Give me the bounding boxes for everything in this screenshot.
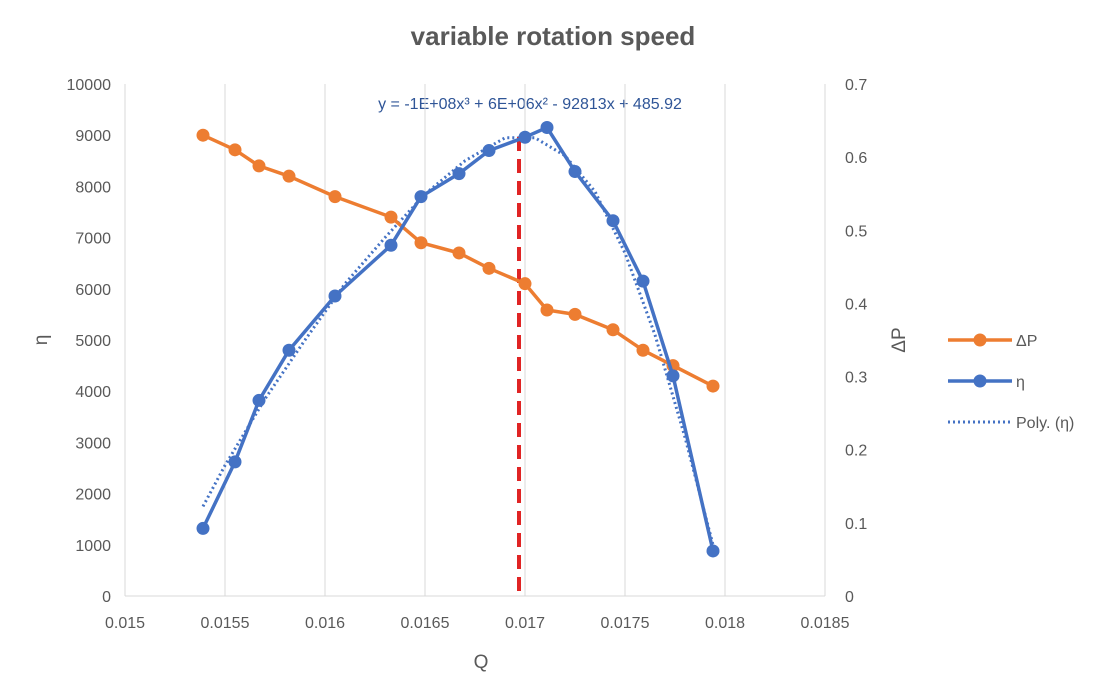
data-point-delta-p [636, 343, 650, 357]
trendline-eta [201, 136, 715, 546]
data-point-delta-p [482, 261, 496, 275]
y-left-tick-label: 1000 [75, 538, 111, 555]
data-point-delta-p [414, 236, 428, 250]
series-layer [196, 121, 720, 558]
y-left-tick-label: 0 [102, 589, 111, 606]
data-point-delta-p [706, 379, 720, 393]
y-right-tick-label: 0.7 [845, 77, 867, 94]
data-point-eta [706, 544, 720, 558]
series-line-eta [201, 125, 715, 552]
legend-marker-delta-p [973, 333, 987, 347]
data-point-delta-p [282, 169, 296, 183]
y-left-axis-label: η [31, 335, 52, 346]
data-point-delta-p [196, 128, 210, 142]
data-point-eta [252, 393, 266, 407]
y-left-tick-label: 6000 [75, 282, 111, 299]
chart-title: variable rotation speed [411, 21, 696, 51]
data-point-eta [636, 274, 650, 288]
data-point-delta-p [452, 246, 466, 260]
x-axis-label: Q [474, 652, 489, 673]
trendline-layer [201, 136, 715, 546]
y-right-tick-label: 0.3 [845, 370, 867, 387]
data-point-delta-p [384, 210, 398, 224]
data-point-delta-p [252, 159, 266, 173]
data-point-eta [384, 238, 398, 252]
legend-label-poly-eta: Poly. (η) [1016, 415, 1074, 432]
data-point-delta-p [328, 190, 342, 204]
x-tick-label: 0.015 [105, 615, 145, 632]
data-point-eta [568, 165, 582, 179]
data-point-eta [196, 521, 210, 535]
data-point-eta [482, 144, 496, 158]
legend-marker-eta [973, 374, 987, 388]
y-left-tick-label: 3000 [75, 435, 111, 452]
y-right-tick-label: 0.4 [845, 296, 867, 313]
data-point-delta-p [540, 303, 554, 317]
y-left-tick-label: 8000 [75, 179, 111, 196]
data-point-eta [666, 369, 680, 383]
data-point-eta [540, 121, 554, 135]
x-tick-label: 0.0165 [401, 615, 450, 632]
data-point-delta-p [518, 277, 532, 291]
y-right-tick-label: 0.6 [845, 150, 867, 167]
trendline-equation: y = -1E+08x³ + 6E+06x² - 92813x + 485.92 [378, 96, 682, 113]
data-point-delta-p [228, 143, 242, 157]
x-tick-label: 0.018 [705, 615, 745, 632]
y-left-tick-label: 10000 [67, 77, 112, 94]
y-right-tick-label: 0.1 [845, 516, 867, 533]
legend-label-delta-p: ΔP [1016, 333, 1037, 350]
x-tick-label: 0.0185 [801, 615, 850, 632]
series-line-delta-p [202, 133, 714, 388]
y-left-tick-label: 4000 [75, 384, 111, 401]
y-left-tick-label: 9000 [75, 128, 111, 145]
x-tick-label: 0.0175 [601, 615, 650, 632]
data-point-delta-p [568, 307, 582, 321]
y-right-tick-label: 0 [845, 589, 854, 606]
x-tick-label: 0.0155 [201, 615, 250, 632]
data-point-eta [414, 190, 428, 204]
y-right-axis-label: ΔP [889, 327, 910, 352]
legend-label-eta: η [1016, 374, 1025, 391]
legend: ΔP η Poly. (η) [948, 333, 1074, 432]
data-point-eta [518, 130, 532, 144]
data-point-eta [282, 343, 296, 357]
data-point-eta [606, 214, 620, 228]
y-left-tick-label: 2000 [75, 487, 111, 504]
y-right-tick-label: 0.5 [845, 223, 867, 240]
y-left-tick-label: 7000 [75, 231, 111, 248]
data-point-eta [452, 167, 466, 181]
y-right-tick-label: 0.2 [845, 443, 867, 460]
x-tick-label: 0.017 [505, 615, 545, 632]
data-point-eta [328, 289, 342, 303]
axes: 0.015 0.0155 0.016 0.0165 0.017 0.0175 0.018 0.… [67, 77, 868, 632]
data-point-delta-p [606, 323, 620, 337]
x-tick-label: 0.016 [305, 615, 345, 632]
data-point-eta [228, 455, 242, 469]
y-left-tick-label: 5000 [75, 333, 111, 350]
